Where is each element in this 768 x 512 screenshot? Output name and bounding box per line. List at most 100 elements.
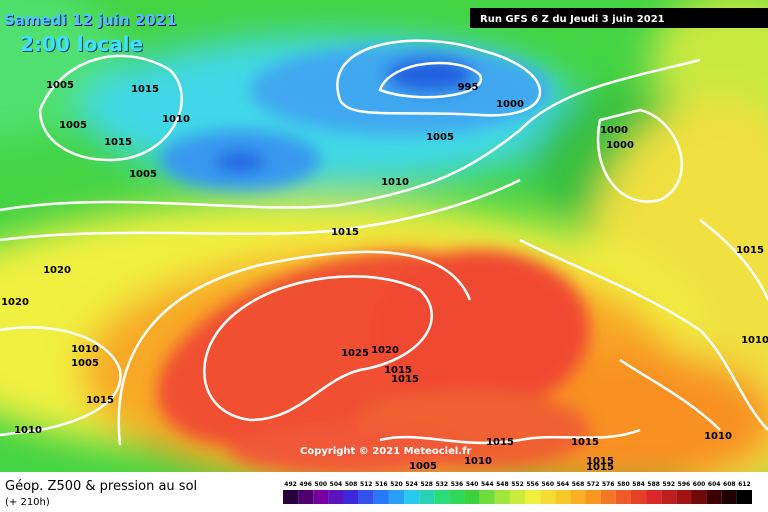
isobar-label: 1010: [464, 456, 492, 467]
scale-label: 504: [330, 481, 343, 488]
isobar-label: 1020: [43, 265, 71, 276]
scale-label: 612: [738, 481, 751, 488]
scale-label: 508: [345, 481, 358, 488]
scale-label: 524: [405, 481, 418, 488]
isobar-label: 1010: [704, 431, 732, 442]
isobar-label: 995: [458, 82, 479, 93]
scale-swatch: [494, 490, 510, 504]
isobar-label: 1000: [606, 140, 634, 151]
scale-label: 512: [360, 481, 373, 488]
colorbar: 492 496 500 504 508 512 516 520 524 528 532 536 540 5…: [283, 481, 752, 504]
geopotential-field: [0, 0, 768, 500]
scale-swatch: [706, 490, 722, 504]
isobar-label: 1020: [1, 297, 29, 308]
isobar-label: 1010: [741, 335, 768, 346]
scale-swatch: [525, 490, 541, 504]
isobar-label: 1010: [162, 114, 190, 125]
scale-swatch: [630, 490, 647, 504]
isobar-label: 1010: [71, 344, 99, 355]
date-label: Samedi 12 juin 2021: [4, 11, 177, 29]
isobar-label: 1015: [131, 84, 159, 95]
scale-label: 536: [451, 481, 464, 488]
scale-label: 584: [632, 481, 645, 488]
copyright: Copyright © 2021 Meteociel.fr: [300, 446, 471, 457]
isobar-label: 1000: [496, 99, 524, 110]
scale-swatch: [600, 490, 616, 504]
scale-swatch: [464, 490, 480, 504]
isobar-label: 1015: [391, 374, 419, 385]
scale-swatch: [283, 490, 299, 504]
scale-label: 588: [647, 481, 660, 488]
scale-swatch: [615, 490, 631, 504]
scale-label: 600: [693, 481, 706, 488]
isobar-label: 1005: [129, 169, 157, 180]
scale-label: 496: [299, 481, 312, 488]
isobar-label: 1025: [341, 348, 369, 359]
scale-swatch: [479, 490, 495, 504]
scale-label: 580: [617, 481, 630, 488]
scale-swatch: [419, 490, 435, 504]
isobar-label: 1005: [426, 132, 454, 143]
scale-swatch: [721, 490, 737, 504]
scale-swatch: [509, 490, 526, 504]
scale-swatch: [736, 490, 752, 504]
date-shadow: Samedi 12 juin 2021: [5, 12, 178, 30]
scale-label: 564: [557, 481, 570, 488]
scale-label: 604: [708, 481, 721, 488]
scale-swatch: [661, 490, 677, 504]
isobar-label: 1020: [371, 345, 399, 356]
isobar-label: 1005: [59, 120, 87, 131]
scale-label: 552: [511, 481, 524, 488]
scale-label: 500: [315, 481, 328, 488]
scale-label: 540: [466, 481, 479, 488]
legend-title: Géop. Z500 & pression au sol: [5, 479, 197, 494]
time-label: 2:00 locale: [20, 32, 143, 56]
scale-label: 592: [663, 481, 676, 488]
isobar-label: 1015: [384, 365, 412, 376]
scale-swatch: [570, 490, 586, 504]
isobar-label: 1005: [71, 358, 99, 369]
scale-label: 544: [481, 481, 494, 488]
scale-label: 528: [420, 481, 433, 488]
isobar-label: 1005: [46, 80, 74, 91]
run-box: [470, 8, 768, 28]
scale-swatch: [313, 490, 329, 504]
scale-label: 608: [723, 481, 736, 488]
scale-label: 560: [541, 481, 554, 488]
isobar-labels: 1005 1015 1005 1010 1015 1005 995 1000 1005 1010 1…: [1, 80, 768, 473]
scale-label: 548: [496, 481, 509, 488]
scale-swatch: [691, 490, 707, 504]
scale-swatch: [676, 490, 692, 504]
isobar-label: 1015: [86, 395, 114, 406]
scale-label: 576: [602, 481, 615, 488]
scale-label: 572: [587, 481, 600, 488]
isobar-label: 1015: [571, 437, 599, 448]
isobars: [0, 39, 768, 446]
isobar-label: 1005: [409, 461, 437, 472]
scale-swatch: [358, 490, 374, 504]
scale-swatch: [404, 490, 420, 504]
isobar-label: 1000: [600, 125, 628, 136]
scale-label: 532: [436, 481, 449, 488]
scale-swatch: [373, 490, 389, 504]
scale-label: 492: [284, 481, 297, 488]
isobar-label: 1015: [331, 227, 359, 238]
isobar-label: 1015: [736, 245, 764, 256]
scale-swatch: [388, 490, 405, 504]
scale-swatch: [555, 490, 571, 504]
scale-label: 568: [572, 481, 585, 488]
scale-swatch: [343, 490, 359, 504]
scale-label: 556: [526, 481, 539, 488]
isobar-label: 1010: [14, 425, 42, 436]
scale-swatch: [328, 490, 344, 504]
isobar-label: 1015: [586, 462, 614, 473]
scale-swatch: [298, 490, 314, 504]
run-label: Run GFS 6 Z du Jeudi 3 juin 2021: [480, 14, 665, 25]
isobar-label: 1015: [104, 137, 132, 148]
isobar-label: 1010: [381, 177, 409, 188]
scale-label: 516: [375, 481, 388, 488]
scale-label: 596: [678, 481, 691, 488]
isobar-label: 1015: [586, 456, 614, 467]
